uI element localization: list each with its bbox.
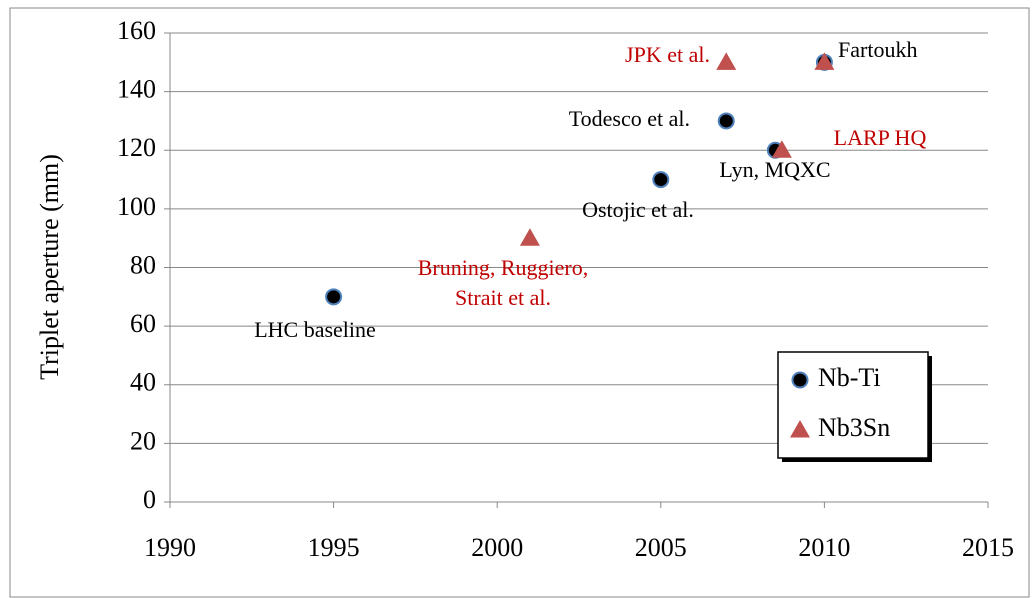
annotation: Fartoukh (838, 37, 917, 62)
x-tick-label: 2000 (471, 533, 523, 562)
annotation: LHC baseline (254, 317, 376, 342)
x-tick-label: 1990 (144, 533, 196, 562)
x-tick-label: 2005 (635, 533, 687, 562)
annotation: Todesco et al. (569, 106, 690, 131)
y-axis-label: Triplet aperture (mm) (35, 154, 64, 380)
annotation: Ostojic et al. (582, 197, 694, 222)
annotation: Lyn, MQXC (719, 157, 830, 182)
point (519, 228, 540, 246)
legend-marker (790, 420, 810, 438)
legend-marker (791, 371, 809, 389)
legend-label: Nb3Sn (818, 413, 890, 442)
point (771, 140, 792, 158)
y-tick-label: 140 (117, 75, 156, 104)
y-tick-label: 100 (117, 192, 156, 221)
y-tick-label: 120 (117, 133, 156, 162)
x-tick-label: 1995 (308, 533, 360, 562)
point (814, 52, 835, 70)
point (652, 171, 670, 189)
y-tick-label: 80 (130, 250, 156, 279)
annotation: Strait et al. (455, 285, 551, 310)
point (717, 112, 735, 130)
y-tick-label: 60 (130, 309, 156, 338)
y-tick-label: 160 (117, 16, 156, 45)
annotation: LARP HQ (834, 125, 927, 150)
annotation: Bruning, Ruggiero, (418, 255, 589, 280)
point (325, 288, 343, 306)
y-tick-label: 0 (143, 485, 156, 514)
y-tick-label: 20 (130, 426, 156, 455)
x-tick-label: 2010 (798, 533, 850, 562)
point (716, 52, 737, 70)
y-tick-label: 40 (130, 368, 156, 397)
frame (9, 7, 1030, 598)
x-tick-label: 2015 (962, 533, 1014, 562)
legend-label: Nb-Ti (818, 363, 881, 392)
legend (777, 351, 929, 459)
annotation: JPK et al. (625, 42, 710, 67)
